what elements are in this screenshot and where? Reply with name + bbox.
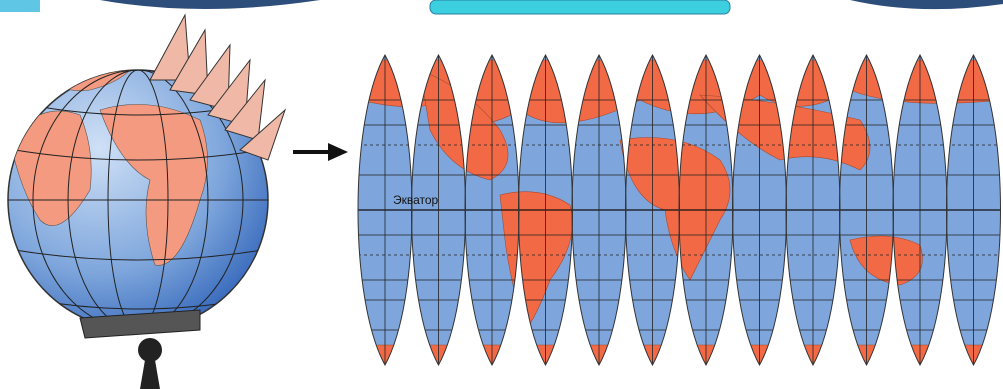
gore-outline	[518, 53, 573, 367]
gore-outline	[625, 53, 680, 367]
globe	[7, 13, 287, 389]
arrow	[293, 143, 348, 161]
gore-outline	[464, 53, 520, 367]
decoration	[429, 0, 731, 15]
gore-outline	[946, 53, 1001, 367]
gores	[357, 53, 1001, 367]
gore-outline	[892, 53, 948, 367]
gore-fill	[358, 55, 1001, 365]
equator-label: Экватор	[393, 193, 439, 207]
gore-outline	[678, 53, 734, 367]
gore-outline	[571, 53, 627, 367]
gore-outline	[411, 53, 466, 367]
gore-outline	[785, 53, 841, 367]
decoration	[850, 0, 1003, 10]
gore-outline	[839, 53, 894, 367]
land	[619, 137, 731, 281]
decoration	[100, 0, 320, 9]
decoration	[0, 0, 40, 12]
gore-outline	[357, 53, 413, 367]
land	[359, 344, 1001, 365]
gore-outline	[732, 53, 787, 367]
